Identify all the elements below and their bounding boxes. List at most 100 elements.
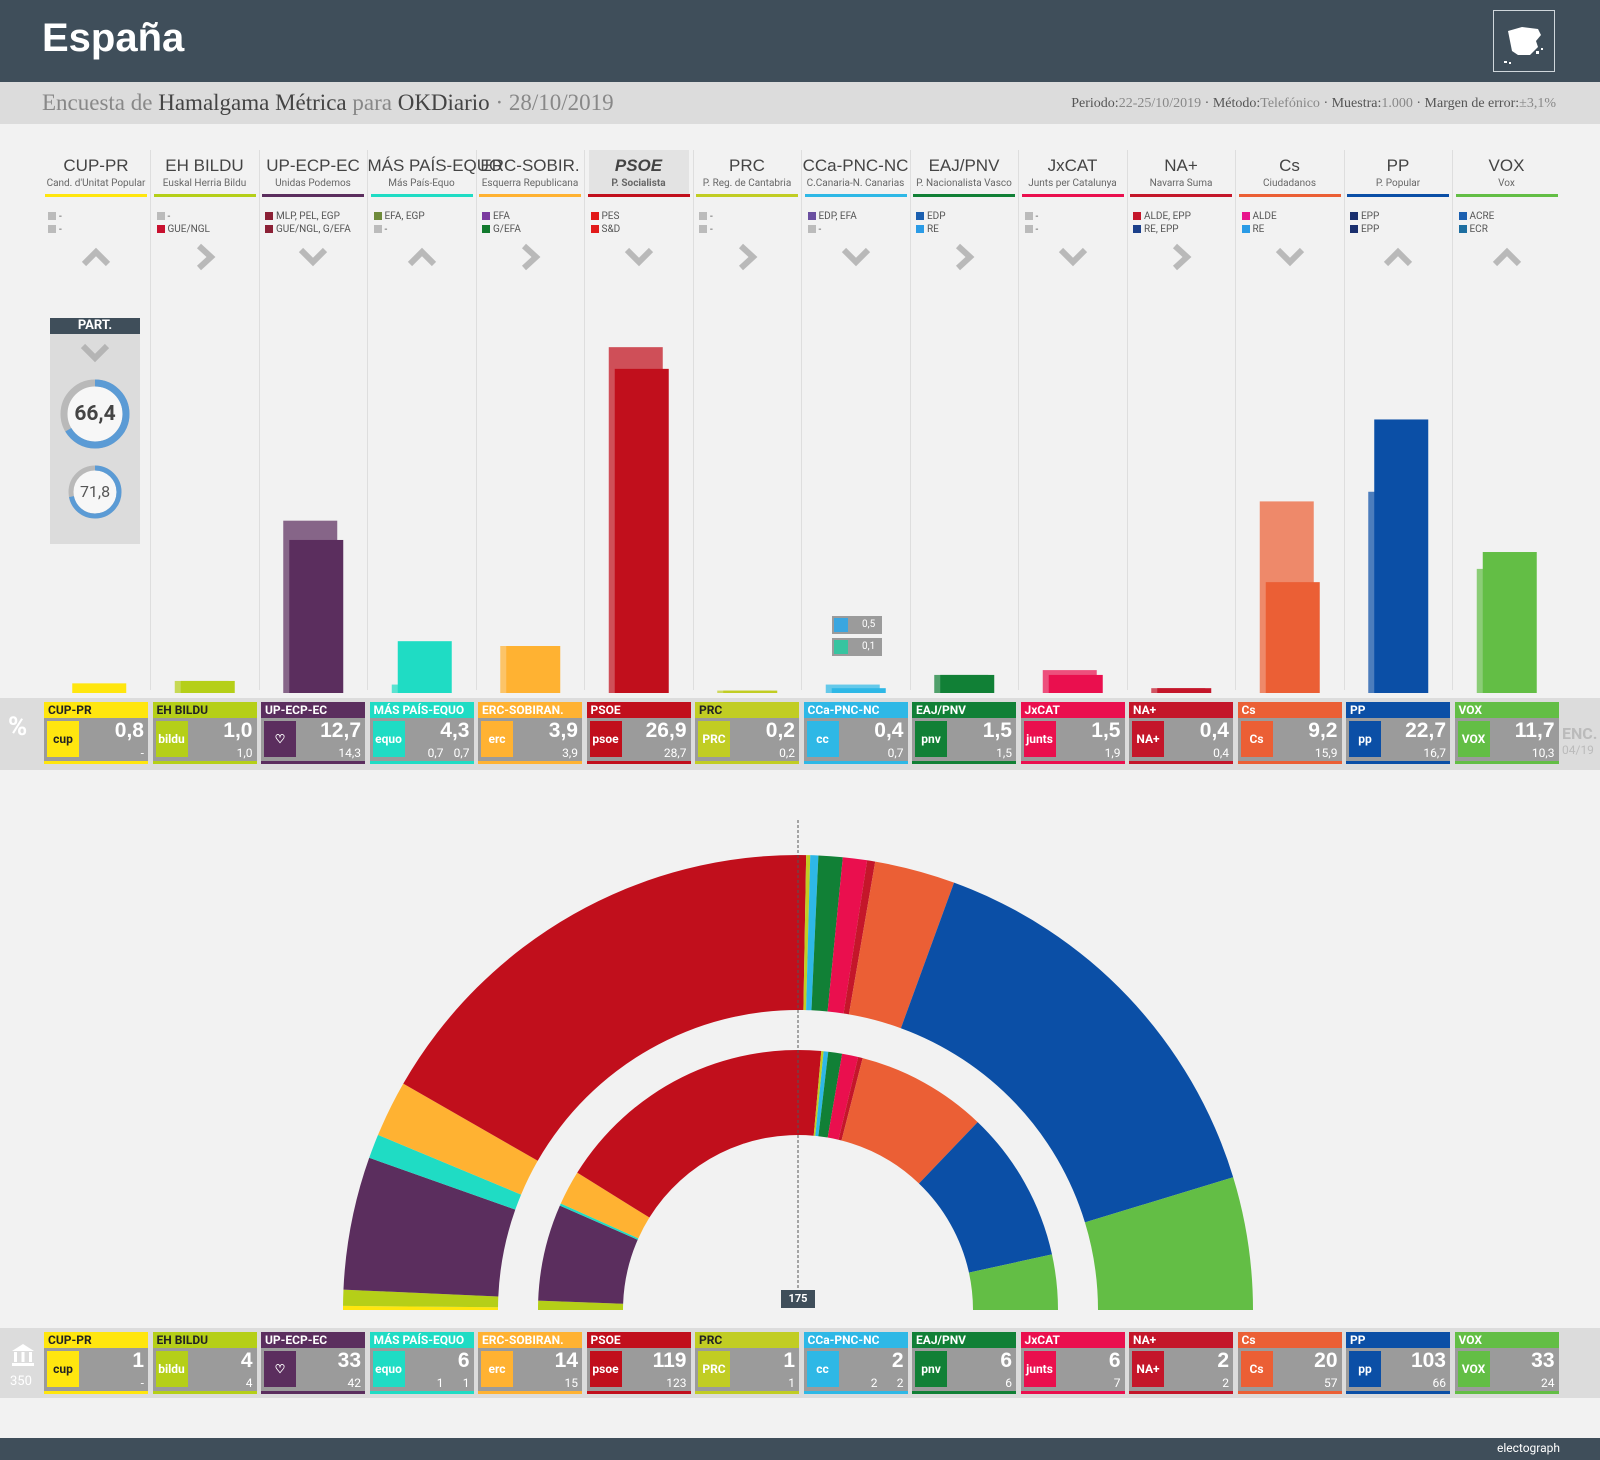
- party-color-line: [1238, 194, 1341, 197]
- party-color-line: [913, 194, 1015, 197]
- party-card[interactable]: JxCAT junts 6 7: [1020, 1332, 1125, 1394]
- party-card[interactable]: EH BILDU bildu 4 4: [152, 1332, 257, 1394]
- eu-group-item: EPP: [1350, 210, 1379, 223]
- brand-label[interactable]: electograph: [1496, 1441, 1560, 1455]
- page-title: España: [42, 16, 185, 60]
- regional-box-cc: 0,5: [832, 616, 882, 634]
- party-card[interactable]: VOX VOX 11,7 10,3: [1454, 702, 1559, 764]
- eu-group-swatch: [156, 225, 165, 233]
- eu-group-item: RE, EPP: [1133, 223, 1191, 236]
- card-body: cc 0,4 0,7: [803, 718, 908, 761]
- card-previous-value: 1: [788, 1376, 795, 1390]
- eu-group-swatch: [1133, 225, 1141, 233]
- party-card[interactable]: EAJ/PNV pnv 6 6: [912, 1332, 1016, 1394]
- bar-current: [723, 690, 778, 693]
- party-fullname: Euskal Herria Bildu: [162, 178, 247, 189]
- party-card[interactable]: PSOE psoe 119 123: [586, 1332, 691, 1394]
- card-value: 4,3: [440, 719, 470, 742]
- party-card[interactable]: CUP-PR cup 1 -: [44, 1332, 148, 1394]
- eu-group-label: EFA, EGP: [384, 211, 425, 222]
- party-card[interactable]: PSOE psoe 26,9 28,7: [586, 702, 691, 764]
- pollster-name: Hamalgama Métrica: [158, 90, 347, 115]
- card-value: 1,5: [982, 719, 1012, 742]
- party-card[interactable]: VOX VOX 33 24: [1454, 1332, 1559, 1394]
- vote-cards-row: % ENC. 04/19 CUP-PR cup 0,8 - EH BILDU bildu 1…: [0, 698, 1600, 770]
- party-card[interactable]: Cs Cs 20 57: [1237, 1332, 1342, 1394]
- hemicycle-segment-current: [900, 882, 1234, 1223]
- party-name: UP-ECP-EC: [266, 156, 360, 175]
- party-card[interactable]: ERC-SOBIRAN. erc 14 15: [478, 1332, 582, 1394]
- party-card[interactable]: CUP-PR cup 0,8 -: [44, 702, 148, 764]
- party-card[interactable]: CCa-PNC-NC cc 2 2 2: [803, 1332, 908, 1394]
- eu-group-label: ECR: [1469, 224, 1488, 235]
- eu-groups: ALDE RE: [1241, 210, 1277, 236]
- majority-badge: 175: [781, 1290, 815, 1308]
- eu-groups: - GUE/NGL: [156, 210, 210, 236]
- party-card[interactable]: MÁS PAÍS-EQUO equo 4,3 0,7 0,7: [369, 702, 474, 764]
- hemicycle-segment-current: [848, 861, 955, 1029]
- party-color-line: [45, 194, 147, 197]
- party-name: VOX: [1488, 156, 1525, 175]
- spain-map-icon[interactable]: [1493, 10, 1555, 72]
- hemicycle-segment-current: [369, 1134, 522, 1210]
- card-title: NA+: [1129, 702, 1233, 718]
- party-card[interactable]: PRC PRC 0,2 0,2: [695, 702, 799, 764]
- party-card[interactable]: CCa-PNC-NC cc 0,4 0,7: [803, 702, 908, 764]
- card-color-bar: [586, 1391, 691, 1394]
- trend-right-icon: [727, 242, 767, 272]
- party-card[interactable]: EH BILDU bildu 1,0 1,0: [152, 702, 257, 764]
- trend-right-icon: [510, 242, 550, 272]
- party-card[interactable]: PP pp 103 66: [1346, 1332, 1450, 1394]
- party-card[interactable]: UP-ECP-EC ♡ 12,7 14,3: [261, 702, 365, 764]
- card-value: 1,0: [223, 719, 253, 742]
- party-card[interactable]: NA+ NA+ 0,4 0,4: [1129, 702, 1233, 764]
- trend-down-icon: [619, 242, 659, 272]
- participation-trend-icon: [75, 340, 115, 366]
- card-color-bar: [261, 1391, 365, 1394]
- party-card[interactable]: PP pp 22,7 16,7: [1346, 702, 1450, 764]
- party-card[interactable]: EAJ/PNV pnv 1,5 1,5: [912, 702, 1016, 764]
- party-card[interactable]: NA+ NA+ 2 2: [1129, 1332, 1233, 1394]
- party-card[interactable]: UP-ECP-EC ♡ 33 42: [261, 1332, 365, 1394]
- card-value: 0,8: [114, 719, 144, 742]
- card-previous-value: 0,7: [453, 746, 470, 760]
- eu-group-item: -: [48, 210, 62, 223]
- party-card[interactable]: ERC-SOBIRAN. erc 3,9 3,9: [478, 702, 582, 764]
- card-value: 26,9: [645, 719, 687, 742]
- party-fullname: P. Popular: [1375, 178, 1421, 189]
- footer-bar: electograph: [0, 1438, 1600, 1460]
- card-body: bildu 1,0 1,0: [152, 718, 257, 761]
- card-body: PRC 0,2 0,2: [695, 718, 799, 761]
- hemicycle-segment-previous: [559, 1203, 639, 1240]
- card-previous-value: 0,2: [779, 746, 795, 760]
- party-logo-icon: cup: [47, 1351, 79, 1387]
- eu-group-swatch: [1241, 225, 1250, 233]
- eu-group-swatch: [1241, 212, 1250, 220]
- card-previous-value: 0,4: [1213, 746, 1229, 760]
- survey-title: Encuesta de Hamalgama Métrica para OKDia…: [42, 90, 614, 116]
- eu-group-swatch: [916, 225, 924, 233]
- party-card[interactable]: PRC PRC 1 1: [695, 1332, 799, 1394]
- participation-donuts: [60, 379, 130, 519]
- hemicycle-segment-previous: [818, 1051, 843, 1138]
- card-title: UP-ECP-EC: [261, 702, 365, 718]
- party-card[interactable]: Cs Cs 9,2 15,9: [1237, 702, 1342, 764]
- trend-down-icon: [293, 242, 333, 272]
- card-value: 9,2: [1308, 719, 1338, 742]
- card-color-bar: [1346, 761, 1450, 764]
- eu-groups: --: [699, 210, 713, 236]
- eu-group-label: ACRE: [1469, 211, 1495, 222]
- party-card[interactable]: JxCAT junts 1,5 1,9: [1020, 702, 1125, 764]
- party-column: UP-ECP-EC Unidas Podemos MLP, PEL, EGP GUE/…: [259, 150, 368, 690]
- party-column: ERC-SOBIR. Esquerra Republicana EFA G/EFA: [476, 150, 585, 690]
- trend-up-icon: [1487, 242, 1527, 272]
- card-color-bar: [912, 1391, 1016, 1394]
- card-title: MÁS PAÍS-EQUO: [369, 1332, 474, 1348]
- hemicycle-segment-current: [827, 857, 868, 1014]
- survey-para: para: [352, 90, 392, 115]
- margen-value: ±3,1%: [1519, 96, 1556, 111]
- party-column: EH BILDU Euskal Herria Bildu - GUE/NGL: [151, 150, 260, 690]
- eu-group-swatch: [373, 225, 382, 233]
- party-card[interactable]: MÁS PAÍS-EQUO equo 6 1 1: [369, 1332, 474, 1394]
- card-previous-value: 2: [1222, 1376, 1229, 1390]
